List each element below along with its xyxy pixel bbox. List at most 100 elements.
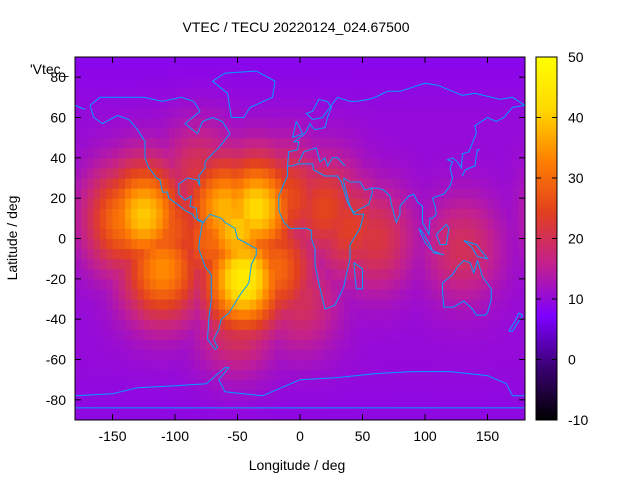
heatmap-cell	[331, 309, 339, 320]
heatmap-cell	[437, 238, 445, 250]
heatmap-cell	[343, 389, 351, 401]
heatmap-cell	[387, 339, 395, 351]
heatmap-cell	[293, 107, 301, 119]
coastline	[298, 147, 346, 168]
heatmap-cell	[131, 218, 139, 230]
heatmap-cell	[456, 238, 464, 250]
heatmap-cell	[237, 198, 245, 209]
heatmap-cell	[381, 359, 389, 371]
heatmap-cell	[462, 399, 470, 411]
heatmap-cell	[400, 137, 407, 149]
heatmap-cell	[300, 339, 307, 351]
heatmap-cell	[306, 188, 314, 199]
heatmap-cell	[206, 198, 214, 209]
heatmap-cell	[306, 329, 314, 340]
heatmap-cell	[368, 147, 376, 159]
heatmap-cell	[206, 409, 214, 420]
heatmap-cell	[93, 278, 101, 290]
heatmap-cell	[437, 198, 445, 209]
heatmap-cell	[475, 97, 482, 109]
heatmap-cell	[87, 268, 95, 280]
heatmap-cell	[350, 218, 357, 230]
heatmap-cell	[387, 218, 395, 230]
heatmap-cell	[275, 278, 282, 290]
heatmap-cell	[106, 288, 114, 300]
heatmap-cell	[418, 218, 426, 230]
heatmap-cell	[450, 167, 457, 179]
heatmap-cell	[475, 309, 482, 320]
heatmap-cell	[162, 359, 170, 371]
heatmap-cell	[268, 57, 276, 68]
heatmap-cell	[87, 167, 95, 179]
heatmap-cell	[150, 278, 157, 290]
heatmap-cell	[343, 117, 351, 129]
heatmap-cell	[506, 198, 514, 209]
heatmap-cell	[262, 309, 270, 320]
heatmap-cell	[93, 288, 101, 300]
heatmap-cell	[112, 319, 120, 330]
heatmap-cell	[112, 167, 120, 179]
heatmap-cell	[125, 268, 132, 280]
heatmap-cell	[287, 399, 295, 411]
heatmap-cell	[456, 97, 464, 109]
heatmap-cell	[350, 117, 357, 129]
heatmap-cell	[493, 57, 501, 68]
heatmap-cell	[162, 409, 170, 420]
heatmap-cell	[256, 299, 264, 310]
heatmap-cell	[187, 87, 195, 98]
heatmap-cell	[187, 278, 195, 290]
heatmap-cell	[425, 127, 432, 139]
heatmap-cell	[393, 97, 401, 109]
heatmap-cell	[500, 87, 507, 98]
heatmap-cell	[325, 157, 332, 169]
heatmap-cell	[356, 258, 364, 270]
heatmap-cell	[300, 248, 307, 260]
heatmap-cell	[425, 309, 432, 320]
heatmap-cell	[431, 278, 439, 290]
heatmap-cell	[256, 278, 264, 290]
heatmap-cell	[387, 208, 395, 219]
heatmap-cell	[375, 379, 382, 391]
heatmap-cell	[518, 167, 525, 179]
heatmap-cell	[350, 57, 357, 68]
heatmap-cell	[312, 238, 320, 250]
heatmap-cell	[231, 409, 239, 420]
heatmap-cell	[262, 208, 270, 219]
heatmap-cell	[406, 319, 414, 330]
heatmap-cell	[218, 238, 226, 250]
heatmap-cell	[331, 299, 339, 310]
heatmap-cell	[387, 117, 395, 129]
heatmap-cell	[150, 198, 157, 209]
heatmap-cell	[131, 178, 139, 189]
heatmap-cell	[468, 359, 476, 371]
heatmap-cell	[225, 409, 232, 420]
heatmap-cell	[500, 127, 507, 139]
heatmap-cell	[481, 198, 489, 209]
heatmap-cell	[393, 208, 401, 219]
heatmap-cell	[381, 258, 389, 270]
heatmap-cell	[281, 147, 289, 159]
heatmap-cell	[331, 228, 339, 240]
heatmap-cell	[481, 389, 489, 401]
heatmap-cell	[287, 97, 295, 109]
heatmap-cell	[418, 309, 426, 320]
heatmap-cell	[200, 258, 207, 270]
heatmap-cell	[118, 329, 126, 340]
heatmap-cell	[137, 57, 145, 68]
heatmap-cell	[393, 188, 401, 199]
heatmap-cell	[350, 309, 357, 320]
heatmap-cell	[337, 137, 345, 149]
heatmap-cell	[300, 157, 307, 169]
heatmap-cell	[325, 87, 332, 98]
colorbar-tick-label: 30	[568, 170, 584, 186]
heatmap-cell	[268, 218, 276, 230]
heatmap-cell	[406, 278, 414, 290]
heatmap-cell	[231, 97, 239, 109]
heatmap-cell	[456, 218, 464, 230]
heatmap-cell	[225, 248, 232, 260]
heatmap-cell	[250, 248, 257, 260]
heatmap-cell	[168, 258, 176, 270]
heatmap-cell	[518, 278, 525, 290]
heatmap-cell	[500, 369, 507, 381]
heatmap-cell	[87, 349, 95, 361]
